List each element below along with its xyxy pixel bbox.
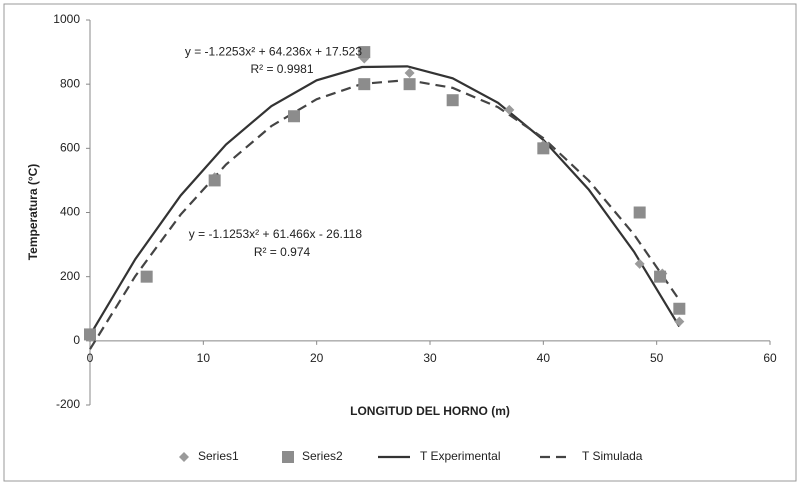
legend-swatch [179, 452, 189, 462]
data-point [674, 316, 685, 327]
annotation: y = -1.1253x² + 61.466x - 26.118 [189, 227, 363, 241]
y-tick-label: 800 [60, 76, 80, 90]
x-tick-label: 20 [310, 351, 324, 365]
x-tick-label: 30 [423, 351, 437, 365]
x-tick-label: 10 [197, 351, 211, 365]
legend-swatch [282, 451, 294, 463]
data-point [208, 174, 221, 187]
y-tick-label: 600 [60, 141, 80, 155]
x-tick-label: 0 [87, 351, 94, 365]
data-point [288, 110, 300, 123]
data-point [358, 46, 371, 59]
annotation: R² = 0.9981 [250, 62, 313, 76]
curve [89, 65, 681, 336]
data-point [446, 94, 459, 107]
y-tick-label: 1000 [53, 12, 80, 26]
chart-frame [3, 3, 797, 482]
data-point [634, 258, 645, 269]
legend-label: T Simulada [582, 449, 643, 463]
annotation: R² = 0.974 [254, 245, 311, 259]
legend-label: T Experimental [420, 449, 500, 463]
data-point [633, 206, 646, 219]
y-tick-label: 400 [60, 205, 80, 219]
data-point [537, 142, 550, 155]
annotation: y = -1.2253x² + 64.236x + 17.523 [185, 44, 362, 58]
data-point [403, 78, 416, 91]
x-tick-label: 60 [763, 351, 777, 365]
data-point [654, 270, 667, 283]
data-point [504, 104, 515, 115]
data-point [140, 270, 153, 283]
legend-label: Series2 [302, 449, 343, 463]
y-tick-label: 200 [60, 269, 80, 283]
legend-label: Series1 [198, 449, 239, 463]
y-tick-label: -200 [56, 397, 80, 411]
y-axis-title: Temperatura (°C) [26, 164, 40, 261]
data-point [84, 328, 96, 341]
x-tick-label: 40 [537, 351, 551, 365]
data-point [673, 302, 686, 315]
data-point [358, 78, 371, 91]
data-point [404, 67, 415, 78]
y-tick-label: 0 [73, 333, 80, 347]
x-tick-label: 50 [650, 351, 664, 365]
x-axis-title: LONGITUD DEL HORNO (m) [350, 404, 510, 418]
